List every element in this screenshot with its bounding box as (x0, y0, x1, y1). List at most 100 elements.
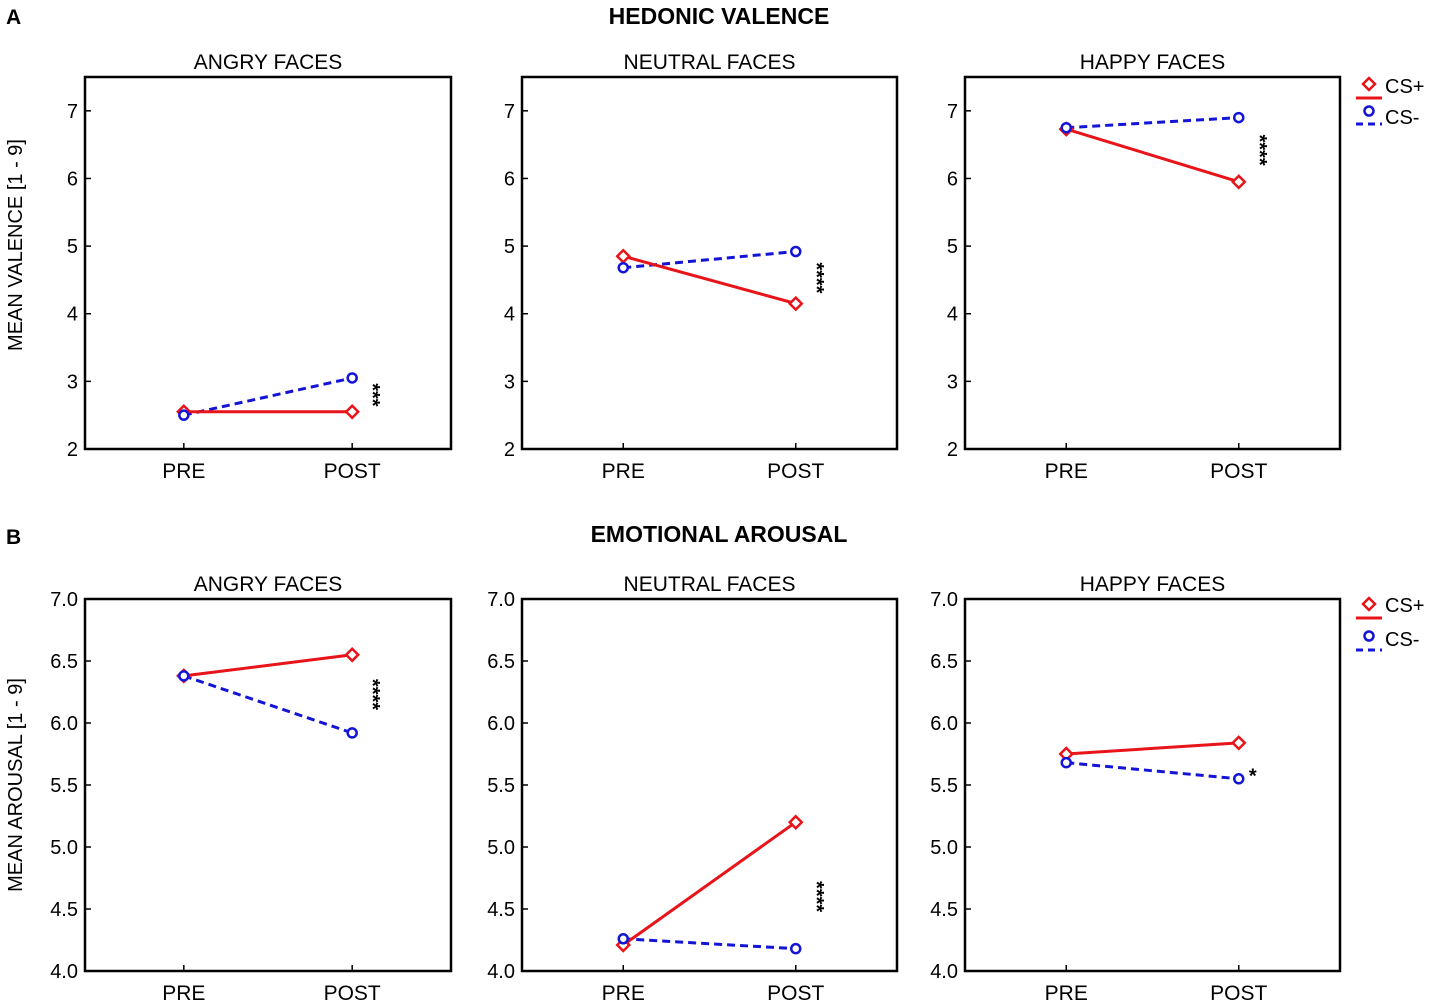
legend-cs-plus-marker (1361, 76, 1377, 92)
y-tick-label: 7.0 (487, 589, 515, 611)
data-point-cs-minus (790, 245, 802, 258)
y-tick-label: 4 (504, 304, 515, 326)
data-point-cs-plus (1230, 174, 1247, 190)
y-tick-label: 7 (947, 101, 958, 123)
legend-cs-minus-label: CS- (1385, 629, 1419, 651)
x-tick-label: PRE (162, 460, 205, 483)
y-tick-label: 5.5 (50, 775, 78, 797)
legend-cs-minus-marker (1363, 105, 1375, 117)
x-tick-label: PRE (162, 982, 205, 1005)
significance-marker: *** (361, 383, 383, 407)
data-point-cs-plus (787, 295, 804, 312)
y-tick-label: 6.0 (930, 713, 958, 735)
panel-letter-b: B (6, 526, 21, 549)
data-point-cs-plus (787, 814, 804, 830)
y-axis-label-arousal: MEAN AROUSAL [1 - 9] (5, 678, 27, 892)
y-tick-label: 3 (947, 371, 958, 393)
data-point-cs-minus (178, 409, 190, 421)
y-tick-label: 4.0 (50, 961, 78, 983)
significance-marker: **** (361, 679, 383, 710)
y-tick-label: 3 (67, 371, 78, 393)
plot-2: HAPPY FACES 2 3 4 5 6 7 PRE POST **** (947, 51, 1342, 483)
x-tick-label: POST (324, 460, 381, 483)
data-point-cs-minus (178, 670, 190, 682)
y-tick-label: 5.0 (50, 837, 78, 859)
series-line-cs-minus (1066, 116, 1239, 130)
section-title-arousal: EMOTIONAL AROUSAL (591, 521, 848, 547)
data-point-cs-minus (617, 261, 629, 274)
x-tick-label: PRE (1045, 460, 1088, 483)
legend-valence: CS+ CS- (1356, 76, 1424, 129)
series-line-cs-minus (623, 250, 796, 270)
series-line-cs-minus (183, 376, 353, 417)
legend-arousal: CS+ CS- (1356, 595, 1424, 652)
plots-container: ANGRY FACES 2 3 4 5 6 7 PRE POST *** NEUTRAL FACES… (50, 51, 1342, 1005)
data-point-cs-minus (346, 727, 358, 739)
y-tick-label: 6 (504, 168, 515, 190)
y-tick-label: 7 (67, 101, 78, 123)
series-line-cs-plus (622, 254, 797, 306)
data-point-cs-minus (617, 933, 629, 945)
significance-marker: * (1249, 766, 1257, 788)
plot-title: NEUTRAL FACES (624, 51, 796, 74)
data-point-cs-plus (615, 248, 632, 265)
y-tick-label: 6 (947, 168, 958, 190)
data-point-cs-plus (1230, 735, 1247, 751)
series-line-cs-plus (183, 653, 353, 678)
section-title-valence: HEDONIC VALENCE (609, 3, 830, 29)
plot-5: HAPPY FACES 4.0 4.5 5.0 5.5 6.0 6.5 7.0 PRE POST * (930, 573, 1342, 1005)
y-tick-label: 4 (947, 304, 958, 326)
x-tick-label: PRE (602, 982, 645, 1005)
series-line-cs-plus (1065, 127, 1240, 184)
y-tick-label: 7.0 (930, 589, 958, 611)
plot-4: NEUTRAL FACES 4.0 4.5 5.0 5.5 6.0 6.5 7.0 PRE POS… (487, 573, 899, 1005)
x-tick-label: POST (324, 982, 381, 1005)
data-point-cs-plus (344, 404, 360, 420)
data-point-cs-minus (1233, 773, 1245, 785)
y-tick-label: 6.0 (50, 713, 78, 735)
series-line-cs-plus (622, 820, 797, 947)
legend-cs-plus-label: CS+ (1385, 595, 1424, 617)
y-tick-label: 5.5 (930, 775, 958, 797)
y-tick-label: 4 (67, 304, 78, 326)
y-tick-label: 6.5 (487, 651, 515, 673)
data-point-cs-minus (790, 942, 802, 955)
significance-marker: **** (805, 881, 827, 912)
series-line-cs-minus (1066, 761, 1239, 781)
panel-letter-a: A (6, 6, 21, 29)
plot-frame (83, 75, 453, 451)
data-point-cs-minus (1233, 111, 1245, 124)
data-point-cs-plus (344, 647, 360, 663)
plot-title: NEUTRAL FACES (624, 573, 796, 596)
y-tick-label: 4.5 (930, 899, 958, 921)
plot-frame (520, 597, 899, 973)
y-tick-label: 5 (67, 236, 78, 258)
y-tick-label: 6 (67, 168, 78, 190)
plot-frame (520, 75, 899, 451)
series-line-cs-minus (623, 937, 796, 951)
legend-cs-minus-marker (1363, 630, 1375, 642)
data-point-cs-minus (1060, 121, 1072, 134)
plot-3: ANGRY FACES 4.0 4.5 5.0 5.5 6.0 6.5 7.0 PRE POST *… (50, 573, 453, 1005)
plot-frame (963, 75, 1342, 451)
y-tick-label: 4.0 (487, 961, 515, 983)
y-tick-label: 2 (504, 439, 515, 461)
y-tick-label: 2 (947, 439, 958, 461)
data-point-cs-minus (1060, 756, 1072, 769)
y-tick-label: 4.5 (487, 899, 515, 921)
y-tick-label: 5.0 (487, 837, 515, 859)
significance-marker: **** (1248, 134, 1270, 165)
plot-1: NEUTRAL FACES 2 3 4 5 6 7 PRE POST **** (504, 51, 899, 483)
y-tick-label: 7 (504, 101, 515, 123)
series-line-cs-plus (1066, 741, 1239, 756)
y-tick-label: 5.5 (487, 775, 515, 797)
y-axis-label-valence: MEAN VALENCE [1 - 9] (5, 139, 27, 351)
x-tick-label: POST (767, 460, 824, 483)
plot-frame (963, 597, 1342, 973)
plot-title: HAPPY FACES (1080, 51, 1226, 74)
series-line-cs-minus (183, 674, 353, 735)
y-tick-label: 2 (67, 439, 78, 461)
legend-cs-minus-label: CS- (1385, 107, 1419, 129)
plot-0: ANGRY FACES 2 3 4 5 6 7 PRE POST *** (67, 51, 453, 483)
